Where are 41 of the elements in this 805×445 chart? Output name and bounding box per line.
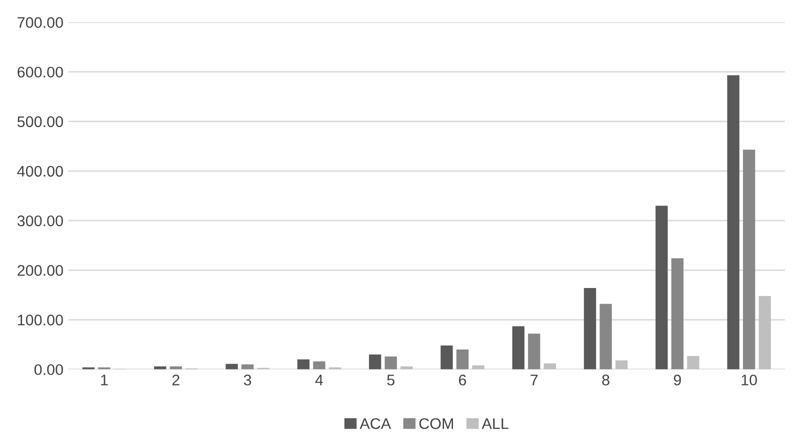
bar: [297, 359, 310, 370]
bar: [544, 363, 556, 370]
x-tick-label: 8: [602, 374, 610, 386]
x-tick-label: 6: [459, 374, 466, 386]
bar: [584, 288, 596, 370]
x-tick-label: 1: [101, 374, 108, 386]
y-tick-label: 500.00: [17, 116, 63, 128]
legend-label: COM: [419, 418, 453, 430]
x-tick-label: 2: [172, 374, 180, 386]
bar: [472, 365, 484, 370]
x-tick-label: 5: [387, 374, 394, 386]
bar: [727, 75, 740, 370]
x-tick-label: 4: [315, 374, 323, 386]
bar: [687, 356, 700, 370]
bar: [671, 258, 684, 370]
bar: [528, 334, 540, 370]
y-tick-label: 0.00: [34, 364, 63, 376]
bar: [456, 350, 469, 370]
bar: [615, 360, 628, 370]
bar: [758, 296, 771, 370]
y-tick-label: 600.00: [18, 66, 63, 78]
x-tick-label: 9: [674, 374, 681, 386]
x-tick-label: 7: [530, 374, 538, 386]
bar: [512, 326, 524, 370]
bar: [226, 364, 238, 370]
x-tick-label: 10: [742, 374, 757, 386]
x-tick-label: 3: [244, 374, 252, 386]
bar: [742, 150, 756, 370]
legend-label: ACA: [360, 418, 392, 430]
bar: [313, 361, 326, 370]
bar: [440, 346, 453, 370]
y-tick-label: 700.00: [18, 17, 63, 28]
bar: [656, 206, 668, 370]
y-tick-label: 200.00: [18, 265, 63, 276]
legend-label: ALL: [482, 418, 508, 429]
y-tick-label: 100.00: [18, 314, 63, 326]
bar: [600, 304, 612, 370]
bar: [368, 354, 382, 370]
y-tick-label: 400.00: [17, 166, 63, 177]
y-tick-label: 300.00: [17, 215, 63, 226]
bar: [384, 356, 397, 370]
